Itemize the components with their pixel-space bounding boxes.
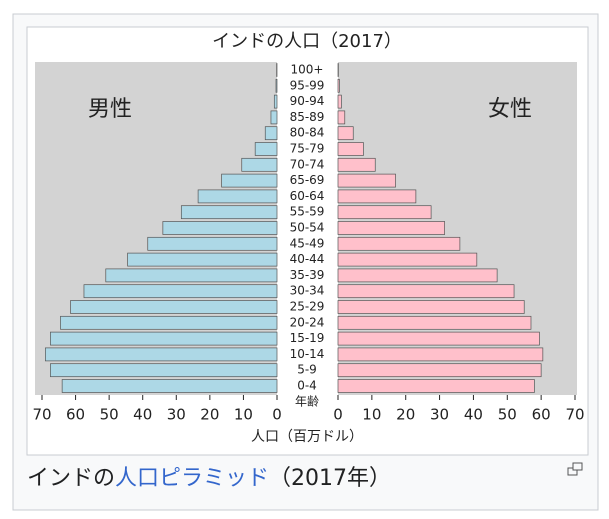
caption-link[interactable]: 人口ピラミッド <box>115 466 270 491</box>
x-tick-label: 70 <box>565 406 584 424</box>
caption-text: インドの <box>27 466 116 491</box>
age-label: 75-79 <box>290 142 325 156</box>
age-label: 20-24 <box>290 315 325 329</box>
caption-text: （2017年） <box>269 466 392 491</box>
age-label: 55-59 <box>290 205 325 219</box>
series-label: 男性 <box>88 97 132 122</box>
bar <box>60 315 278 330</box>
age-label: 80-84 <box>290 126 325 140</box>
bar <box>337 173 396 188</box>
magnify-icon[interactable] <box>567 462 583 476</box>
chart-title: インドの人口（2017） <box>212 31 402 52</box>
bar <box>337 300 525 314</box>
age-label: 10-14 <box>290 347 325 361</box>
x-tick-label: 30 <box>430 406 449 424</box>
bar <box>337 78 340 93</box>
x-tick-label: 70 <box>32 406 51 424</box>
age-label: 40-44 <box>290 252 325 266</box>
bar <box>337 268 498 283</box>
bar <box>162 221 278 235</box>
bar <box>337 236 461 251</box>
x-tick-label: 60 <box>532 406 551 424</box>
age-label: 95-99 <box>290 78 325 92</box>
age-label: 85-89 <box>290 110 325 124</box>
bar <box>337 157 376 172</box>
bar <box>275 78 278 93</box>
bar <box>61 379 278 393</box>
bar <box>337 347 544 362</box>
age-label: 0-4 <box>297 379 317 393</box>
bar <box>273 94 278 109</box>
x-tick-label: 10 <box>362 406 381 424</box>
bar <box>337 110 346 125</box>
age-label: 30-34 <box>290 284 325 298</box>
bar <box>241 157 278 172</box>
bar <box>337 284 515 299</box>
bar <box>337 363 542 378</box>
bar <box>270 110 278 125</box>
x-axis-label: 人口（百万ドル） <box>251 429 363 445</box>
bar <box>83 284 278 299</box>
age-label: 60-64 <box>290 189 325 203</box>
caption: インドの人口ピラミッド（2017年） <box>27 460 391 492</box>
bar <box>50 331 278 346</box>
bar <box>337 379 535 393</box>
bar <box>180 205 278 220</box>
x-tick-label: 10 <box>234 406 253 424</box>
age-label: 15-19 <box>290 331 325 345</box>
x-tick-label: 0 <box>333 406 343 424</box>
x-tick-label: 20 <box>396 406 415 424</box>
age-label: 5-9 <box>297 363 317 377</box>
x-tick-label: 60 <box>66 406 85 424</box>
bar <box>337 142 364 156</box>
bar <box>337 94 342 109</box>
bar <box>50 363 278 378</box>
age-label: 100+ <box>291 63 324 77</box>
bar <box>221 173 278 188</box>
x-tick-label: 40 <box>133 406 152 424</box>
bar <box>147 236 278 251</box>
age-label: 35-39 <box>290 268 325 282</box>
bar <box>264 126 278 141</box>
x-tick-label: 0 <box>272 406 282 424</box>
age-label: 25-29 <box>290 300 325 314</box>
x-tick-label: 40 <box>464 406 483 424</box>
x-tick-label: 50 <box>498 406 517 424</box>
bar <box>337 315 532 330</box>
x-tick-label: 50 <box>100 406 119 424</box>
x-tick-label: 30 <box>167 406 186 424</box>
bar <box>70 300 278 314</box>
bar <box>254 142 278 156</box>
y-axis-label: 年齢 <box>295 394 319 409</box>
series-label: 女性 <box>488 97 532 122</box>
x-tick-label: 20 <box>200 406 219 424</box>
bar <box>197 189 278 204</box>
bar <box>337 331 540 346</box>
age-label: 65-69 <box>290 173 325 187</box>
age-label: 45-49 <box>290 236 325 250</box>
age-label: 50-54 <box>290 221 325 235</box>
age-label: 90-94 <box>290 94 325 108</box>
bar <box>337 189 417 204</box>
bar <box>337 252 478 267</box>
bar <box>127 252 278 267</box>
bar <box>337 205 432 220</box>
bar <box>105 268 278 283</box>
bar <box>45 347 278 362</box>
bar <box>337 126 354 141</box>
age-label: 70-74 <box>290 157 325 171</box>
bar <box>337 221 446 235</box>
